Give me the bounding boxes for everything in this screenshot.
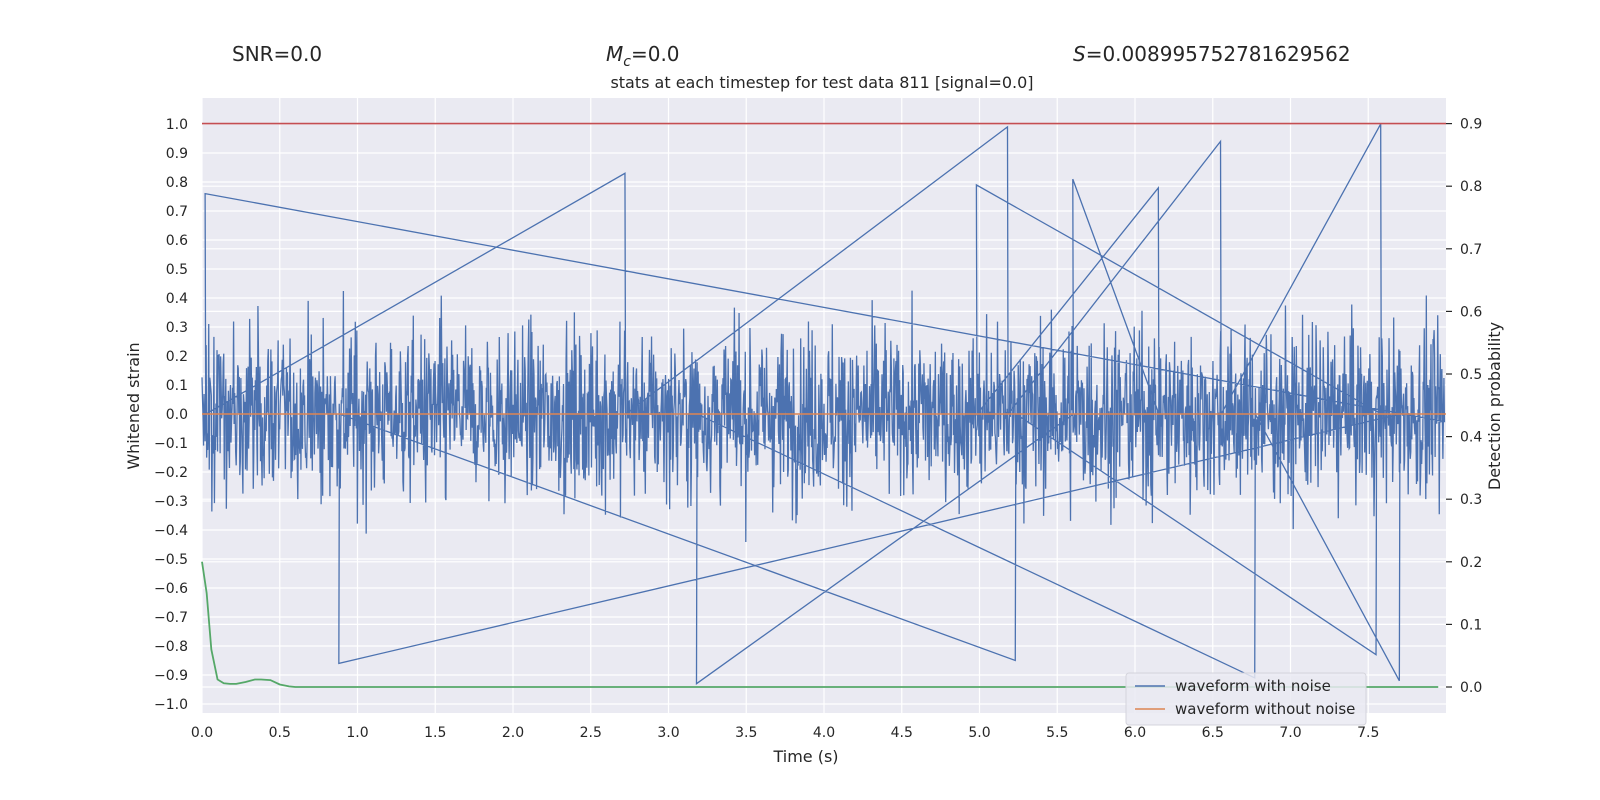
x-tick-label: 0.5 (269, 725, 291, 741)
x-tick-label: 1.5 (424, 725, 446, 741)
y-tick-label: −0.9 (154, 668, 188, 684)
legend-box (1125, 672, 1367, 726)
x-tick-label: 7.5 (1357, 725, 1379, 741)
s-stat-symbol: S (1073, 42, 1086, 66)
y-tick-label: −0.2 (154, 465, 188, 481)
y2-tick-label: 0.3 (1460, 492, 1482, 508)
x-tick-label: 6.0 (1124, 725, 1146, 741)
y-tick-label: −0.1 (154, 436, 188, 452)
y2-axis-ticks: 0.9 0.8 0.7 0.6 0.5 0.4 0.3 0.2 0.1 0.0 (1446, 117, 1482, 696)
x-tick-label: 2.0 (502, 725, 524, 741)
y-tick-label: 0.5 (166, 262, 188, 278)
y-tick-label: 0.2 (166, 349, 188, 365)
x-tick-label: 2.5 (580, 725, 602, 741)
y2-tick-label: 0.4 (1460, 430, 1482, 446)
y2-tick-label: 0.9 (1460, 117, 1482, 133)
y2-tick-label: 0.7 (1460, 242, 1482, 258)
chirp-mass-symbol: M (606, 42, 623, 66)
y-tick-label: 0.0 (166, 407, 188, 423)
s-stat-label: S=0.008995752781629562 (1073, 42, 1351, 66)
x-tick-label: 6.5 (1202, 725, 1224, 741)
chirp-mass-value: =0.0 (631, 42, 680, 66)
series-detection-probability (201, 561, 1439, 688)
y2-tick-label: 0.2 (1460, 555, 1482, 571)
y-tick-label: 0.9 (166, 146, 188, 162)
y-tick-label: −0.7 (154, 610, 188, 626)
legend: waveform with noise waveform without noi… (1125, 672, 1367, 726)
legend-label-clean: waveform without noise (1175, 700, 1355, 718)
y2-tick-label: 0.6 (1460, 304, 1482, 320)
y-axis-label: Whitened strain (124, 342, 143, 469)
y-tick-label: 0.8 (166, 175, 188, 191)
s-stat-value: =0.008995752781629562 (1086, 42, 1351, 66)
y-tick-label: −0.8 (154, 639, 188, 655)
y2-tick-label: 0.0 (1460, 680, 1482, 696)
chirp-mass-label: Mc=0.0 (606, 42, 680, 70)
y-tick-label: −0.5 (154, 552, 188, 568)
x-tick-label: 4.0 (813, 725, 835, 741)
x-axis-ticks: 0.0 0.5 1.0 1.5 2.0 2.5 3.0 3.5 4.0 4.5 5.0 5.5 6.0 6… (191, 725, 1380, 741)
y2-tick-label: 0.1 (1460, 617, 1482, 633)
x-tick-label: 3.0 (657, 725, 679, 741)
y-tick-label: 0.6 (166, 233, 188, 249)
series-waveform-with-noise (201, 123, 1446, 685)
snr-label: SNR=0.0 (232, 42, 322, 66)
y-tick-label: −0.3 (154, 494, 188, 510)
x-tick-label: 5.0 (968, 725, 990, 741)
y2-axis-label: Detection probability (1485, 322, 1504, 490)
x-tick-label: 5.5 (1046, 725, 1068, 741)
y-tick-label: −1.0 (154, 697, 188, 713)
grid (201, 98, 1446, 713)
y-tick-label: 0.1 (166, 378, 188, 394)
x-tick-label: 3.5 (735, 725, 757, 741)
legend-label-noise: waveform with noise (1175, 677, 1331, 695)
x-tick-label: 0.0 (191, 725, 213, 741)
x-tick-label: 1.0 (346, 725, 368, 741)
x-tick-label: 7.0 (1279, 725, 1301, 741)
x-axis-label: Time (s) (772, 747, 838, 766)
waveform-noise-line (201, 123, 1446, 685)
y-tick-label: 0.3 (166, 320, 188, 336)
y-tick-label: −0.6 (154, 581, 188, 597)
y2-tick-label: 0.8 (1460, 179, 1482, 195)
y-tick-label: 1.0 (166, 117, 188, 133)
y-axis-ticks: 1.0 0.9 0.8 0.7 0.6 0.5 0.4 0.3 0.2 0.1 0.0 −0.1 −0.… (154, 117, 188, 713)
chirp-mass-subscript: c (623, 54, 631, 70)
x-tick-label: 4.5 (891, 725, 913, 741)
detection-probability-line (201, 561, 1439, 688)
y-tick-label: −0.4 (154, 523, 188, 539)
chart-title: stats at each timestep for test data 811… (610, 73, 1033, 92)
y2-tick-label: 0.5 (1460, 367, 1482, 383)
y-tick-label: 0.4 (166, 291, 188, 307)
y-tick-label: 0.7 (166, 204, 188, 220)
